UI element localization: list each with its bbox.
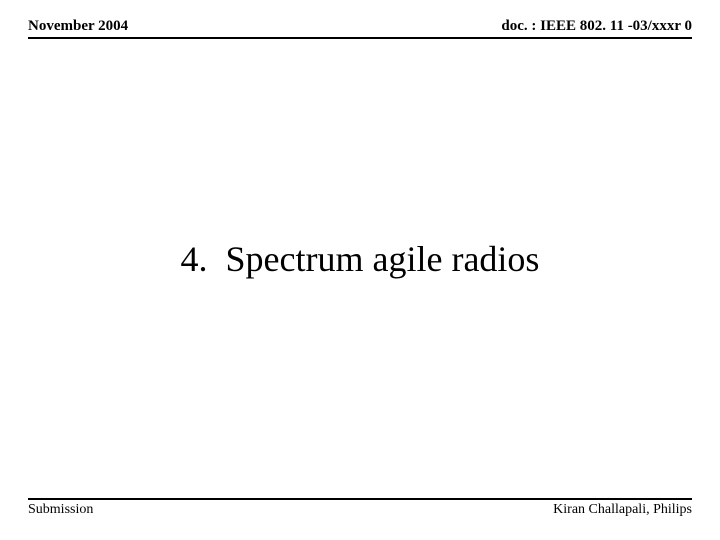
header-doc-ref: doc. : IEEE 802. 11 -03/xxxr 0 <box>501 18 692 35</box>
section-title: 4. Spectrum agile radios <box>0 238 720 280</box>
footer-author: Kiran Challapali, Philips <box>553 502 692 518</box>
footer-submission: Submission <box>28 502 93 518</box>
slide-header: November 2004 doc. : IEEE 802. 11 -03/xx… <box>28 18 692 39</box>
header-date: November 2004 <box>28 18 128 35</box>
slide-footer: Submission Kiran Challapali, Philips <box>28 498 692 518</box>
